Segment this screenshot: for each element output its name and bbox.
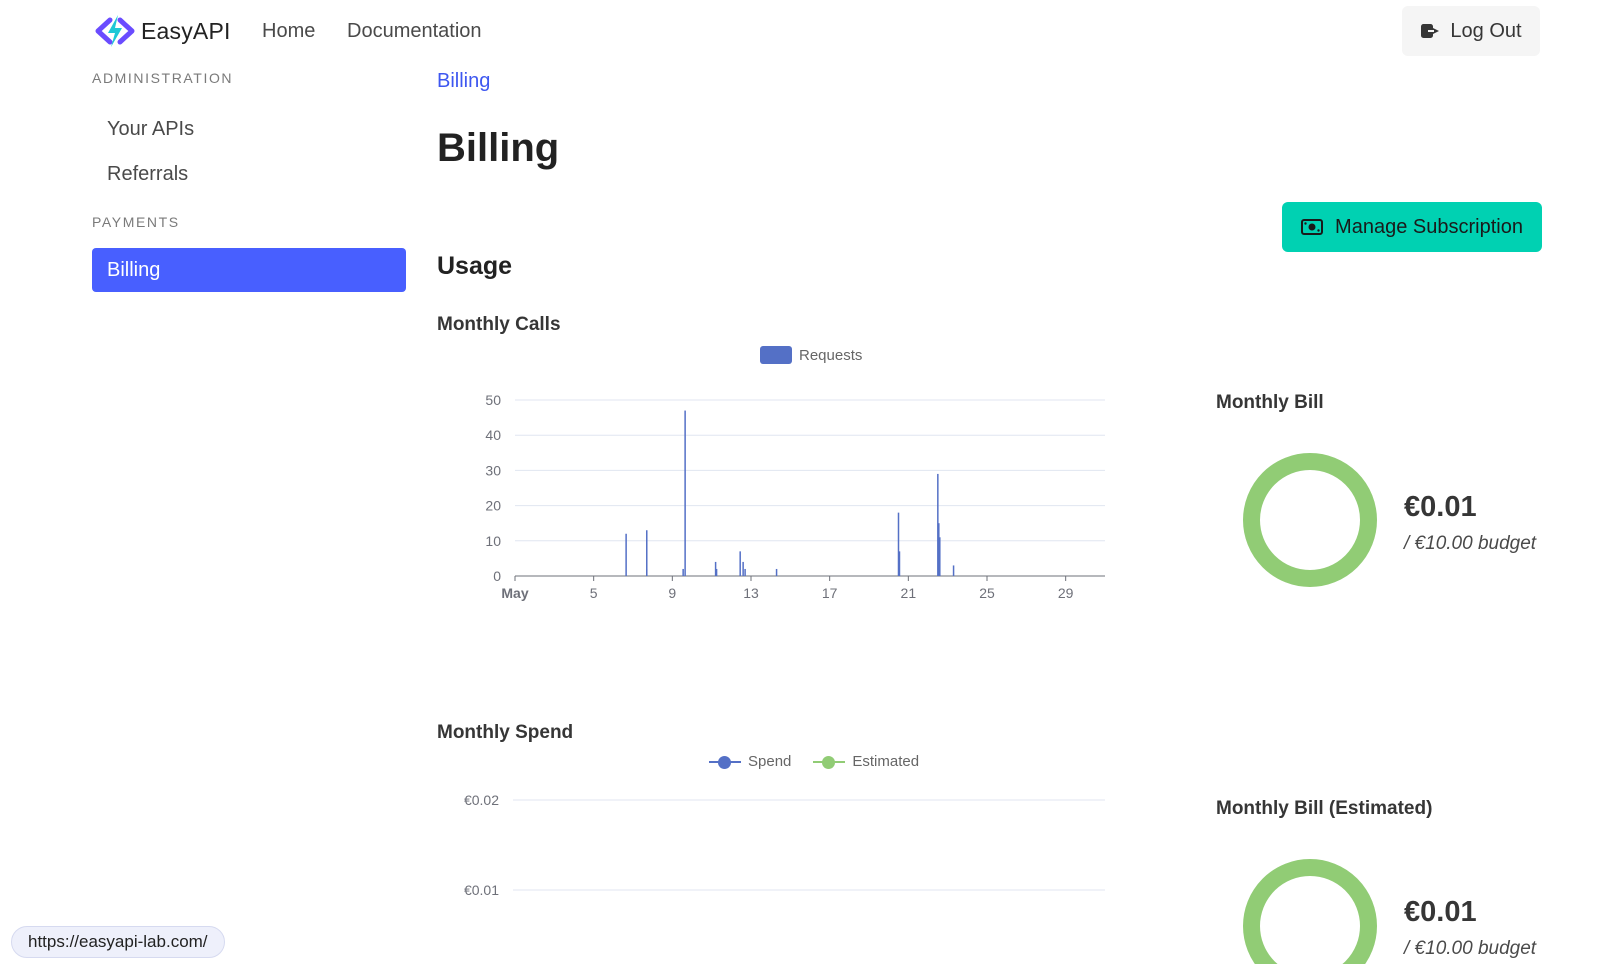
calls-bar — [684, 410, 686, 576]
spend-legend-swatch — [709, 755, 741, 769]
calls-x-tick-label: May — [501, 585, 528, 601]
manage-subscription-button[interactable]: Manage Subscription — [1282, 202, 1542, 252]
nav-home-link[interactable]: Home — [262, 20, 316, 42]
requests-legend-swatch — [760, 346, 792, 364]
calls-bar — [897, 512, 900, 576]
estimated-bill-budget: / €10.00 budget — [1404, 938, 1537, 959]
calls-y-tick-label: 20 — [485, 498, 501, 514]
menu-label-administration: ADMINISTRATION — [92, 70, 234, 86]
calls-y-tick-label: 40 — [485, 427, 501, 443]
calls-y-tick-label: 0 — [493, 568, 501, 584]
calls-x-tick-label: 21 — [901, 585, 917, 601]
calls-bar — [952, 565, 955, 576]
calls-bar — [939, 537, 941, 576]
monthly-calls-heading: Monthly Calls — [437, 314, 561, 335]
calls-bar — [682, 568, 684, 576]
calls-x-tick-label: 25 — [979, 585, 995, 601]
sign-out-icon — [1421, 24, 1440, 38]
calls-bar — [775, 568, 778, 576]
sidebar-item-referrals[interactable]: Referrals — [107, 162, 189, 185]
estimated-legend-swatch — [813, 755, 846, 769]
calls-x-tick-label: 17 — [822, 585, 838, 601]
calls-bar — [739, 551, 741, 576]
spend-y-tick-label: €0.01 — [464, 882, 499, 898]
money-bill-icon — [1301, 219, 1324, 235]
logout-label: Log Out — [1450, 19, 1522, 42]
spend-legend[interactable]: Spend Estimated — [709, 753, 919, 770]
calls-y-tick-label: 10 — [485, 533, 501, 549]
sidebar-item-billing[interactable]: Billing — [92, 248, 406, 292]
calls-x-tick-label: 5 — [590, 585, 598, 601]
calls-x-tick-label: 9 — [668, 585, 676, 601]
calls-x-tick-label: 29 — [1058, 585, 1074, 601]
requests-legend-label: Requests — [799, 346, 863, 364]
menu-label-payments: PAYMENTS — [92, 214, 180, 230]
estimated-bill-donut — [1243, 859, 1377, 964]
nav-documentation-link[interactable]: Documentation — [347, 20, 482, 42]
sidebar-item-your-apis[interactable]: Your APIs — [107, 117, 195, 140]
page-title: Billing — [437, 126, 560, 170]
calls-bar — [938, 523, 940, 576]
logout-button[interactable]: Log Out — [1402, 6, 1540, 56]
spend-legend-label: Spend — [748, 753, 792, 770]
brand-logo[interactable]: EasyAPI — [95, 14, 231, 48]
spend-y-tick-label: €0.02 — [464, 792, 499, 808]
calls-bar — [898, 551, 901, 576]
calls-bar — [646, 530, 648, 576]
calls-x-tick-label: 13 — [743, 585, 759, 601]
easyapi-logo-icon — [95, 15, 135, 47]
monthly-bill-budget: / €10.00 budget — [1404, 533, 1537, 554]
manage-subscription-label: Manage Subscription — [1335, 215, 1523, 238]
brand-name: EasyAPI — [141, 17, 231, 44]
breadcrumb-billing[interactable]: Billing — [437, 70, 491, 92]
monthly-spend-chart: €0.01 €0.02 — [464, 792, 1105, 898]
calls-bar — [744, 568, 746, 576]
calls-bar — [715, 568, 718, 576]
monthly-spend-heading: Monthly Spend — [437, 722, 574, 743]
monthly-calls-chart: 0 10 20 30 40 50 May 5 9 13 17 21 25 29 — [485, 392, 1105, 601]
monthly-bill-donut — [1243, 453, 1377, 587]
calls-y-tick-label: 30 — [485, 462, 501, 478]
usage-heading: Usage — [437, 252, 513, 280]
calls-bar — [646, 568, 648, 576]
calls-bar — [714, 561, 717, 576]
navbar: EasyAPI Home Documentation Log Out — [0, 0, 1622, 64]
monthly-bill-amount: €0.01 — [1404, 491, 1477, 523]
estimated-legend-label: Estimated — [852, 753, 920, 770]
calls-bar — [937, 473, 939, 576]
calls-legend[interactable]: Requests — [760, 346, 862, 364]
calls-bar — [625, 533, 627, 576]
status-bar-url: https://easyapi-lab.com/ — [11, 926, 225, 958]
estimated-bill-title: Monthly Bill (Estimated) — [1216, 798, 1433, 819]
estimated-bill-amount: €0.01 — [1404, 896, 1477, 928]
calls-y-tick-label: 50 — [485, 392, 501, 408]
monthly-bill-title: Monthly Bill — [1216, 392, 1324, 413]
calls-bar — [742, 561, 744, 576]
